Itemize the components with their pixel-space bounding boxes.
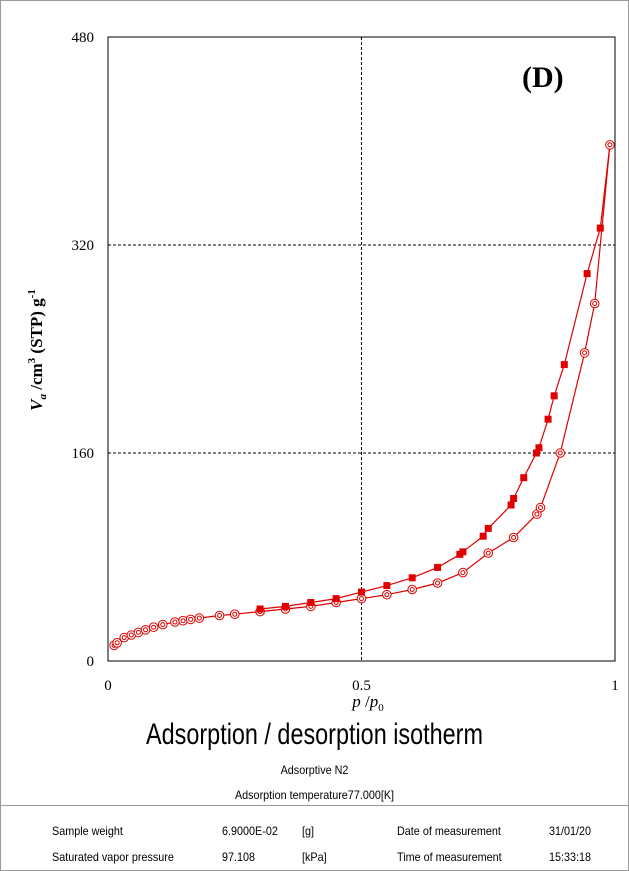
x-tick-label: 0.5 (352, 678, 371, 694)
date-label: Date of measurement (397, 824, 501, 838)
desorption-point (532, 449, 540, 457)
adsorption-point (194, 613, 205, 623)
panel-label: (D) (522, 61, 564, 94)
sample-weight-value: 6.9000E-02 (222, 824, 278, 838)
grid (108, 37, 615, 661)
desorption-point (307, 599, 315, 606)
adsorption-point (579, 348, 590, 358)
chart-title: Adsorption / desorption isotherm (146, 718, 483, 751)
y-tick-label: 160 (72, 446, 95, 462)
desorption-point (256, 605, 264, 613)
desorption-point (520, 474, 528, 482)
desorption-point (507, 501, 515, 509)
adsorption-point (589, 298, 600, 309)
adsorption-point (508, 532, 519, 543)
desorption-point (434, 563, 442, 571)
isotherm-chart: 0 160 320 480 0 0.5 1 (D) Va /cm3 (STP) g-1 p … (26, 30, 619, 714)
desorption-point (332, 595, 340, 603)
adsorption-point (112, 638, 122, 648)
desorption-point (510, 495, 518, 502)
desorption-point (358, 588, 365, 596)
sample-weight-unit: [g] (302, 824, 315, 838)
adsorption-point (229, 609, 240, 620)
adsorption-point (407, 584, 418, 595)
adsorption-point (214, 610, 225, 621)
tick-labels: 0 160 320 480 0 0.5 1 (72, 30, 619, 694)
adsorption-point (555, 448, 566, 458)
series-markers (109, 140, 615, 651)
y-tick-label: 480 (72, 30, 95, 46)
adsorptive-caption: Adsorptive N2 (280, 763, 349, 777)
svp-value: 97.108 (222, 850, 256, 864)
adsorption-point (605, 140, 615, 150)
adsorption-point (119, 632, 130, 643)
adsorption-point (157, 619, 168, 630)
desorption-point (596, 224, 604, 232)
adsorption-point (178, 615, 188, 626)
desorption-point (456, 550, 464, 558)
desorption-point (383, 582, 391, 590)
divider (0, 805, 629, 806)
time-value: 15:33:18 (549, 850, 592, 864)
desorption-point (583, 270, 591, 278)
desorption-point (281, 602, 289, 610)
adsorption-point (148, 622, 159, 633)
svp-label: Saturated vapor pressure (52, 850, 174, 864)
adsorption-point (483, 548, 494, 558)
x-tick-label: 0 (104, 678, 112, 694)
desorption-point (535, 444, 543, 452)
sample-weight-label: Sample weight (52, 824, 123, 838)
adsorption-point (170, 617, 180, 627)
adsorption-point (382, 589, 392, 600)
y-tick-label: 320 (72, 238, 95, 254)
adsorption-point (458, 567, 468, 578)
desorption-point (550, 392, 558, 400)
svp-unit: [kPa] (302, 850, 327, 864)
desorption-point (560, 361, 568, 369)
desorption-point (484, 524, 492, 532)
desorption-point (544, 415, 552, 423)
y-tick-label: 0 (87, 654, 95, 670)
date-value: 31/01/20 (549, 824, 592, 838)
desorption-point (479, 532, 487, 540)
adsorption-point (185, 614, 196, 625)
desorption-line (260, 144, 611, 610)
adsorption-point (140, 625, 151, 635)
adsorption-point (535, 502, 546, 513)
x-tick-label: 1 (611, 678, 619, 694)
adsorption-point (432, 578, 443, 588)
y-axis-label: Va /cm3 (STP) g-1 (26, 289, 49, 411)
time-label: Time of measurement (397, 850, 502, 864)
x-axis-label: p /p0 (351, 692, 384, 714)
desorption-point (408, 574, 416, 582)
temperature-caption: Adsorption temperature77.000[K] (234, 788, 395, 802)
